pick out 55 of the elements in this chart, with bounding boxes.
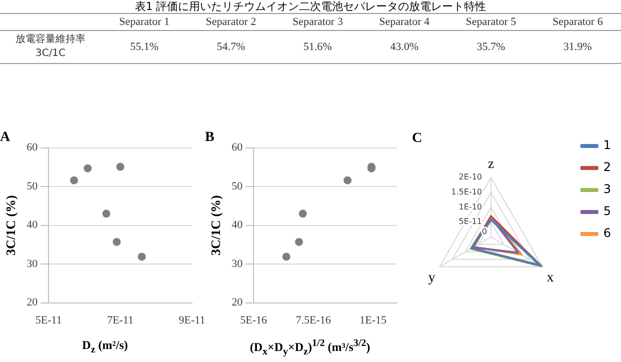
text: 43.0% [390, 41, 418, 53]
x-axis-title: D$_{z}$ (m²/s) [81, 338, 129, 356]
category-label: Separator 1 [118, 15, 171, 30]
y-tick-label: 50 [232, 180, 244, 192]
y-tick-label: 5E-11 [458, 217, 482, 226]
y-tick-label: 1.5E-10 [451, 188, 482, 197]
legend-label: 2 [603, 160, 612, 174]
spoke-label: y [428, 270, 436, 286]
category-label: Separator 4 [378, 15, 430, 30]
y-axis-title: 3C/1C (%) [3, 195, 18, 256]
y-axis-title: 3C/1C (%) [208, 195, 224, 256]
point [70, 176, 78, 184]
x-tick-label: 5E-16 [240, 314, 268, 326]
y-tick-label: 30 [26, 258, 38, 270]
point [138, 252, 146, 261]
text: 31.9% [563, 41, 592, 53]
y-tick-label: 30 [232, 258, 244, 270]
legend-label: 1 [603, 138, 612, 152]
category-label: Separator 2 [204, 15, 258, 30]
y-tick-label: 60 [232, 142, 244, 154]
x-tick-label: 1E-15 [360, 314, 388, 326]
point [116, 162, 124, 171]
legend-label: 5 [603, 204, 612, 218]
y-tick-label: 40 [232, 219, 244, 232]
text: 54.7% [216, 41, 246, 53]
y-tick-label: 2E-10 [458, 172, 482, 182]
y-tick-label: 20 [232, 296, 244, 309]
x-tick-label: 7.5E-16 [296, 314, 332, 326]
category-label: Separator 6 [551, 15, 604, 30]
y-tick-label: 60 [26, 142, 38, 154]
y-tick-label: 50 [26, 180, 38, 192]
legend-label: 6 [603, 226, 612, 240]
category-label: Separator 5 [464, 15, 518, 30]
chart-title: C [412, 131, 422, 146]
point [102, 210, 110, 218]
text: (D$_{x}$×D$_{y}$×D$_{z}$)$^{1/2}$ (m³/s$^{3/2}$) [250, 338, 370, 358]
y-tick-label: 40 [26, 219, 38, 232]
y-tick-label: 1E-10 [458, 202, 482, 212]
category-label: Separator 3 [291, 15, 344, 30]
y-tick-label: 20 [26, 296, 38, 309]
x-tick-label: 9E-11 [178, 314, 206, 326]
spoke-label: z [488, 156, 494, 172]
text: 55.1% [130, 41, 159, 53]
chart-title: A [0, 130, 11, 146]
chart-title: B [205, 130, 214, 146]
text: 放電容量維持率 3C/1C [14, 32, 86, 61]
legend-label: 3 [603, 182, 612, 196]
text: 35.7% [476, 41, 506, 53]
point [112, 238, 121, 246]
text: 表1 評価に用いたリチウムイオン二次電池セパレータの放電レート特性 [134, 0, 488, 13]
x-tick-label: 7E-11 [107, 314, 134, 326]
point [84, 164, 92, 172]
spoke-label: x [546, 270, 554, 286]
text: 51.6% [303, 41, 332, 53]
x-tick-label: 5E-11 [35, 314, 62, 326]
